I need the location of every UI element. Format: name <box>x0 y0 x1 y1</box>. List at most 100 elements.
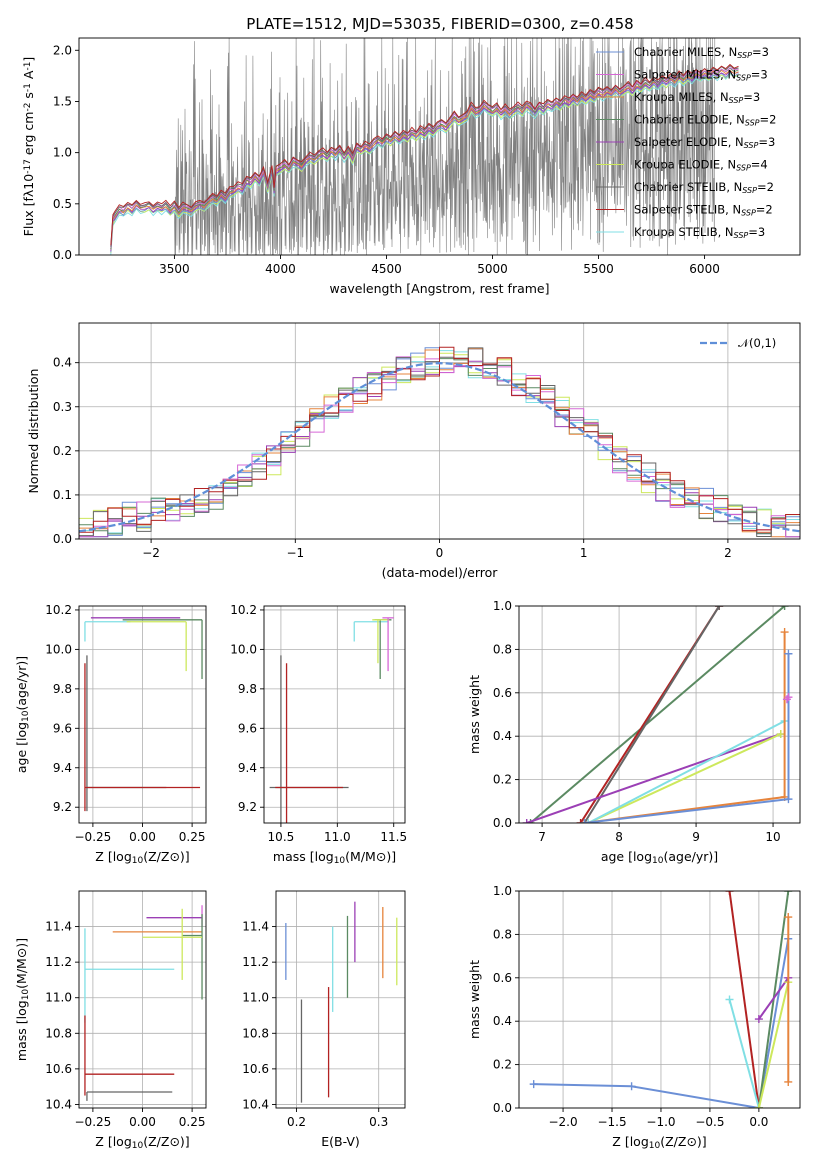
legend-label: Kroupa ELODIE, NSSP=4 <box>634 158 768 173</box>
y-tick-label: 2.0 <box>53 43 72 57</box>
weight-marker <box>784 693 793 702</box>
x-tick-label: 9 <box>692 830 700 844</box>
errorbar-chabrier-stelib <box>86 1091 173 1101</box>
residuals-frame: −2 −1 0 1 2 0.0 0.1 0.2 0.3 0.4 (data-model)/error… <box>26 322 801 580</box>
x-axis-label: E(B-V) <box>321 1134 360 1149</box>
spectrum-plot <box>110 38 739 255</box>
spectrum-frame: 3500 4000 4500 5000 5500 6000 0.0 0.5 1.0 1.5 2.0 w… <box>21 37 801 296</box>
weight-marker <box>584 819 593 823</box>
age_vs_mass-axes <box>264 606 405 823</box>
spectrum-data-line <box>174 38 716 255</box>
weight-series-salpeter-miles <box>782 693 793 704</box>
y-tick-label: 9.2 <box>238 800 257 814</box>
y-tick-label: 11.0 <box>45 991 72 1005</box>
x-tick-label: −2.0 <box>548 1115 577 1129</box>
weight-marker <box>529 1080 538 1089</box>
x-tick-label: 1 <box>580 546 588 560</box>
weight-series-kroupa-miles <box>580 628 789 823</box>
x-axis-label: Z [log10(Z/Z⊙)] <box>612 1134 706 1151</box>
y-tick-label: 9.4 <box>53 761 72 775</box>
page-title: PLATE=1512, MJD=53035, FIBERID=0300, z=0… <box>246 15 633 33</box>
weight-marker <box>725 891 734 895</box>
y-tick-label: 0.0 <box>53 532 72 546</box>
y-tick-label: 0.5 <box>53 197 72 211</box>
mass_vs_ebv-frame: 0.2 0.3 10.4 10.6 10.8 11.0 11.2 11.4 E(B-V) <box>242 890 406 1149</box>
weight-line <box>757 981 790 1108</box>
y-tick-label: 0.6 <box>493 686 512 700</box>
weight-series-chabrier-miles <box>580 649 793 823</box>
weight-marker <box>725 995 734 1004</box>
weight-marker <box>784 1077 793 1086</box>
model-spectrum-salpeter-stelib <box>110 63 739 246</box>
y-tick-label: 0.6 <box>493 971 512 985</box>
y-tick-label: 10.2 <box>45 603 72 617</box>
weight-series-salpeter-elodie <box>754 973 793 1024</box>
weight-line <box>728 999 760 1108</box>
mass_vs_Z-plot <box>84 905 203 1101</box>
y-tick-label: 0.4 <box>493 729 512 743</box>
gaussian-curve <box>79 361 800 533</box>
y-tick-label: 10.6 <box>242 1062 269 1076</box>
x-tick-label: 0.0 <box>749 1115 768 1129</box>
x-tick-label: −0.25 <box>75 1115 112 1129</box>
x-tick-label: 11.5 <box>380 830 407 844</box>
y-tick-label: 10.6 <box>45 1062 72 1076</box>
weight_vs_age-plot <box>522 606 793 823</box>
y-tick-label: 10.8 <box>45 1026 72 1040</box>
weight-marker <box>784 891 793 895</box>
axes-frame <box>518 605 801 824</box>
weight-marker <box>580 819 589 823</box>
x-tick-label: −2 <box>142 546 160 560</box>
residual-legend: 𝒩(0,1) <box>700 336 776 350</box>
errorbar-kroupa-elodie <box>142 908 203 980</box>
mass_vs_Z-axes <box>79 891 206 1108</box>
y-tick-label: 9.8 <box>53 682 72 696</box>
weight-marker <box>715 606 724 610</box>
y-tick-label: 11.2 <box>242 955 269 969</box>
weight-line <box>583 606 721 823</box>
y-tick-label: 10.0 <box>45 642 72 656</box>
legend-label: Kroupa MILES, NSSP=3 <box>634 90 760 105</box>
weight-marker <box>780 606 789 610</box>
mass_vs_Z-frame: −0.25 0.00 0.25 10.4 10.6 10.8 11.0 11.2 11.4 Z [… <box>14 890 207 1151</box>
x-tick-label: −1.0 <box>646 1115 675 1129</box>
age_vs_mass-plot <box>269 617 394 823</box>
y-tick-label: 0.1 <box>53 488 72 502</box>
weight-marker <box>754 1015 763 1024</box>
errorbar-chabrier-elodie <box>182 914 203 1000</box>
x-tick-label: 0.2 <box>287 1115 306 1129</box>
y-tick-label: 9.6 <box>53 721 72 735</box>
x-axis-label: wavelength [Angstrom, rest frame] <box>329 281 549 296</box>
y-tick-label: 10.4 <box>242 1097 269 1111</box>
errorbar-chabrier-stelib <box>269 655 349 823</box>
y-tick-label: 1.0 <box>493 599 512 613</box>
x-tick-label: −1.5 <box>597 1115 626 1129</box>
legend-label: Salpeter MILES, NSSP=3 <box>634 68 768 83</box>
errorbar-kroupa-stelib <box>84 621 131 642</box>
legend-label: Chabrier STELIB, NSSP=2 <box>634 180 774 195</box>
mass_vs_ebv-axes <box>276 891 405 1108</box>
x-axis-label: mass [log10(M/M⊙)] <box>273 849 396 866</box>
weight-line <box>728 891 760 1108</box>
x-tick-label: 4000 <box>265 262 296 276</box>
age_vs_mass-frame: 10.5 11.0 11.5 9.2 9.4 9.6 9.8 10.0 10.2 mass [lo… <box>230 603 407 866</box>
x-tick-label: 7 <box>538 830 546 844</box>
residuals-plot <box>79 346 800 539</box>
x-tick-label: 0 <box>436 546 444 560</box>
x-tick-label: 11.0 <box>324 830 351 844</box>
weight-marker <box>780 628 789 637</box>
weight-series-kroupa-elodie <box>584 730 785 823</box>
y-tick-label: 11.4 <box>45 920 72 934</box>
y-axis-label: mass weight <box>467 675 482 754</box>
y-tick-label: 0.0 <box>53 248 72 262</box>
x-tick-label: 6000 <box>689 262 720 276</box>
axes-frame <box>518 890 801 1109</box>
errorbar-salpeter-stelib <box>84 663 201 812</box>
y-tick-label: 11.2 <box>45 955 72 969</box>
axes-frame <box>275 890 406 1109</box>
errorbar-kroupa-elodie <box>126 621 187 672</box>
weight_vs_age-frame: 7 8 9 10 0.0 0.2 0.4 0.6 0.8 1.0 age [log10(age/yr… <box>467 599 801 866</box>
age_vs_Z-frame: −0.25 0.00 0.25 9.2 9.4 9.6 9.8 10.0 10.2 Z [log1… <box>14 603 207 866</box>
weight-marker <box>522 819 531 823</box>
